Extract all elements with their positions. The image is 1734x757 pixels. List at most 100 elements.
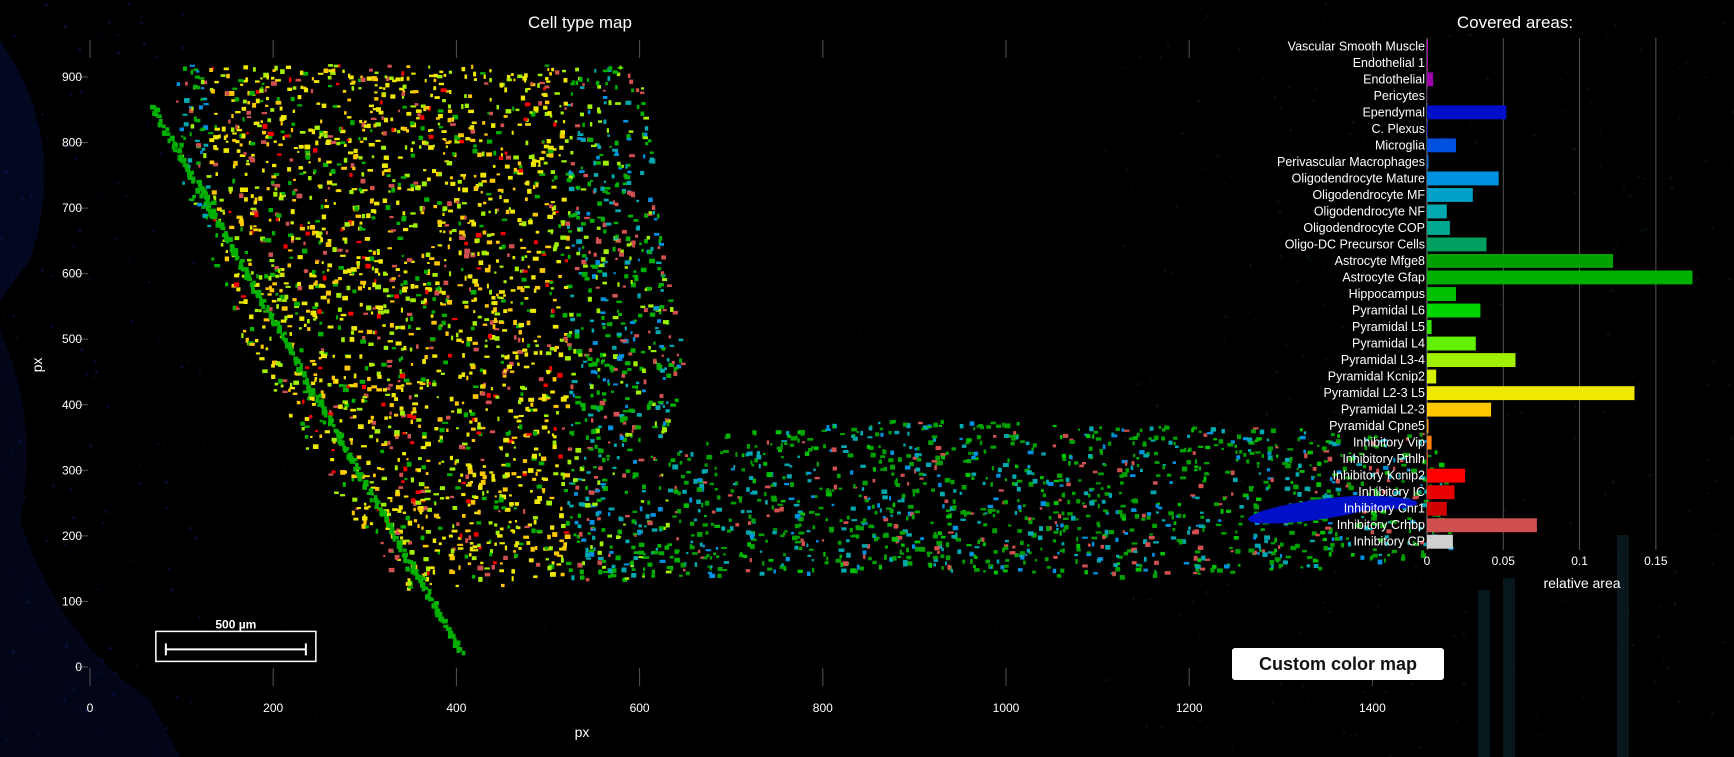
bar-inhibitory-pthlh[interactable]: [1427, 452, 1428, 467]
x-tick-label: 800: [813, 701, 833, 715]
bar-oligodendrocyte-nf[interactable]: [1427, 204, 1447, 219]
bar-category-label: Oligodendrocyte MF: [1312, 188, 1425, 202]
map-title: Cell type map: [528, 13, 632, 32]
bar-x-tick-label: 0.1: [1571, 554, 1588, 568]
bar-oligodendrocyte-mf[interactable]: [1427, 188, 1473, 202]
y-tick-label: 900: [62, 70, 82, 84]
y-tick-label: 100: [62, 594, 82, 608]
bar-pyramidal-l6[interactable]: [1427, 303, 1481, 318]
bar-category-label: Oligodendrocyte COP: [1303, 221, 1425, 235]
bar-microglia[interactable]: [1427, 138, 1456, 153]
bar-category-label: C. Plexus: [1372, 122, 1426, 136]
background-bar: [1478, 590, 1490, 757]
green-boundary-streak: [150, 104, 466, 656]
y-tick-label: 800: [62, 136, 82, 150]
y-tick-label: 200: [62, 529, 82, 543]
custom-color-map-button[interactable]: Custom color map: [1232, 648, 1444, 680]
bar-category-label: Pyramidal L2-3 L5: [1324, 386, 1425, 400]
bar-inhibitory-kcnip2[interactable]: [1427, 468, 1466, 483]
bar-category-label: Oligodendrocyte NF: [1314, 204, 1426, 218]
bar-inhibitory-cnr1[interactable]: [1427, 501, 1447, 516]
bar-category-label: Pyramidal Cpne5: [1329, 419, 1425, 433]
background-bar: [1617, 535, 1629, 757]
bar-pyramidal-l2-3-l5[interactable]: [1427, 386, 1635, 401]
bar-pyramidal-kcnip2[interactable]: [1427, 369, 1437, 384]
bar-perivascular-macrophages[interactable]: [1427, 154, 1429, 169]
bar-pericytes[interactable]: [1427, 88, 1428, 103]
x-tick-label: 1400: [1359, 701, 1386, 715]
bar-category-label: Oligodendrocyte Mature: [1292, 171, 1425, 185]
x-tick-label: 1200: [1176, 701, 1203, 715]
bar-pyramidal-cpne5[interactable]: [1427, 419, 1429, 434]
bar-astrocyte-gfap[interactable]: [1427, 270, 1693, 285]
bar-oligo-dc-precursor-cells[interactable]: [1427, 237, 1487, 252]
x-tick-label: 600: [630, 701, 650, 715]
background-bar: [1503, 578, 1515, 757]
bar-inhibitory-crhbp[interactable]: [1427, 518, 1537, 533]
x-tick-label: 200: [263, 701, 283, 715]
y-tick-label: 0: [75, 660, 82, 674]
bar-category-label: Astrocyte Mfge8: [1335, 254, 1425, 268]
scale-bar-label: 500 µm: [215, 617, 256, 631]
x-tick-label: 1000: [993, 701, 1020, 715]
bar-category-label: Inhibitory Crhbp: [1337, 518, 1425, 532]
bar-category-label: Pyramidal L3-4: [1341, 353, 1425, 367]
scale-bar-box: [155, 630, 317, 663]
bar-category-label: Pyramidal L2-3: [1341, 403, 1425, 417]
bar-category-label: Ependymal: [1362, 105, 1425, 119]
bar-category-label: Oligo-DC Precursor Cells: [1285, 237, 1425, 251]
bar-x-tick-label: 0.15: [1644, 554, 1668, 568]
bar-category-label: Inhibitory Vip: [1353, 436, 1425, 450]
cell-points: [176, 64, 1454, 591]
bar-category-label: Microglia: [1375, 138, 1425, 152]
y-tick-label: 400: [62, 398, 82, 412]
bar-category-label: Hippocampus: [1349, 287, 1425, 301]
bar-endothelial-1[interactable]: [1427, 55, 1428, 70]
bar-vascular-smooth-muscle[interactable]: [1427, 39, 1428, 54]
bar-inhibitory-ic[interactable]: [1427, 485, 1455, 500]
bar-inhibitory-cp[interactable]: [1427, 534, 1453, 549]
bar-category-label: Pyramidal L5: [1352, 320, 1425, 334]
bar-c-plexus[interactable]: [1427, 121, 1428, 136]
bar-astrocyte-mfge8[interactable]: [1427, 254, 1614, 268]
bar-category-label: Inhibitory IC: [1358, 485, 1425, 499]
bar-chart-title: Covered areas:: [1457, 13, 1573, 32]
bar-pyramidal-l2-3[interactable]: [1427, 402, 1492, 417]
bar-x-tick-label: 0.05: [1492, 554, 1516, 568]
x-tick-label: 0: [87, 701, 94, 715]
bar-hippocampus[interactable]: [1427, 287, 1456, 301]
bar-pyramidal-l4[interactable]: [1427, 336, 1476, 351]
bar-endothelial[interactable]: [1427, 72, 1434, 87]
bar-category-label: Endothelial: [1363, 72, 1425, 86]
ventricle-region: [1327, 496, 1418, 511]
bar-oligodendrocyte-cop[interactable]: [1427, 221, 1450, 235]
y-tick-label: 700: [62, 201, 82, 215]
bar-pyramidal-l5[interactable]: [1427, 320, 1432, 334]
bar-x-axis-label: relative area: [1543, 575, 1620, 591]
map-y-axis-label: px: [29, 358, 45, 373]
tissue-edge: [0, 40, 45, 300]
map-x-axis-label: px: [575, 724, 590, 740]
bar-x-tick-label: 0: [1424, 554, 1431, 568]
bar-category-label: Inhibitory Cnr1: [1344, 502, 1425, 516]
y-tick-label: 300: [62, 463, 82, 477]
y-tick-label: 500: [62, 332, 82, 346]
tissue-edge: [0, 330, 180, 757]
bar-ependymal[interactable]: [1427, 105, 1507, 120]
bar-category-label: Inhibitory CP: [1353, 535, 1425, 549]
bar-pyramidal-l3-4[interactable]: [1427, 353, 1516, 367]
bar-category-label: Pyramidal Kcnip2: [1328, 370, 1425, 384]
bar-category-label: Pyramidal L6: [1352, 304, 1425, 318]
bar-category-label: Inhibitory Pthlh: [1342, 452, 1425, 466]
bar-category-label: Perivascular Macrophages: [1277, 155, 1425, 169]
bar-category-label: Vascular Smooth Muscle: [1288, 39, 1425, 53]
bar-oligodendrocyte-mature[interactable]: [1427, 171, 1499, 186]
bar-category-label: Endothelial 1: [1353, 56, 1425, 70]
x-tick-label: 400: [446, 701, 466, 715]
y-tick-label: 600: [62, 267, 82, 281]
bar-inhibitory-vip[interactable]: [1427, 435, 1432, 450]
bar-category-label: Pyramidal L4: [1352, 337, 1425, 351]
